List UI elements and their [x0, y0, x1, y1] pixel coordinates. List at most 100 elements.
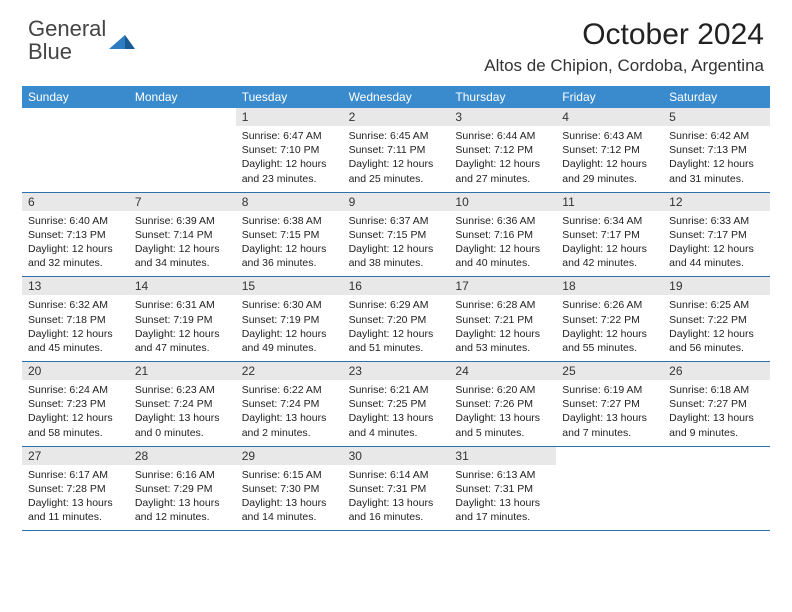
day-number: 27: [22, 447, 129, 465]
weekday-header: Thursday: [449, 86, 556, 108]
title-block: October 2024 Altos de Chipion, Cordoba, …: [484, 18, 764, 76]
page-header: General Blue October 2024 Altos de Chipi…: [0, 0, 792, 76]
day-cell: 29Sunrise: 6:15 AMSunset: 7:30 PMDayligh…: [236, 447, 343, 531]
day-number: 10: [449, 193, 556, 211]
week-row: 20Sunrise: 6:24 AMSunset: 7:23 PMDayligh…: [22, 362, 770, 447]
day-number: 15: [236, 277, 343, 295]
day-details: Sunrise: 6:47 AMSunset: 7:10 PMDaylight:…: [236, 126, 343, 192]
day-cell: 1Sunrise: 6:47 AMSunset: 7:10 PMDaylight…: [236, 108, 343, 192]
day-details: Sunrise: 6:23 AMSunset: 7:24 PMDaylight:…: [129, 380, 236, 446]
day-number: 1: [236, 108, 343, 126]
day-details: Sunrise: 6:24 AMSunset: 7:23 PMDaylight:…: [22, 380, 129, 446]
day-number: [556, 447, 663, 465]
weekday-header-row: SundayMondayTuesdayWednesdayThursdayFrid…: [22, 86, 770, 108]
day-cell: 22Sunrise: 6:22 AMSunset: 7:24 PMDayligh…: [236, 362, 343, 446]
day-details: Sunrise: 6:25 AMSunset: 7:22 PMDaylight:…: [663, 295, 770, 361]
logo-text-general: General: [28, 16, 106, 41]
day-details: Sunrise: 6:16 AMSunset: 7:29 PMDaylight:…: [129, 465, 236, 531]
day-details: Sunrise: 6:31 AMSunset: 7:19 PMDaylight:…: [129, 295, 236, 361]
day-cell: 12Sunrise: 6:33 AMSunset: 7:17 PMDayligh…: [663, 193, 770, 277]
day-cell: 20Sunrise: 6:24 AMSunset: 7:23 PMDayligh…: [22, 362, 129, 446]
location-text: Altos de Chipion, Cordoba, Argentina: [484, 56, 764, 76]
day-details: Sunrise: 6:37 AMSunset: 7:15 PMDaylight:…: [343, 211, 450, 277]
day-cell: 26Sunrise: 6:18 AMSunset: 7:27 PMDayligh…: [663, 362, 770, 446]
day-cell: 24Sunrise: 6:20 AMSunset: 7:26 PMDayligh…: [449, 362, 556, 446]
week-row: 13Sunrise: 6:32 AMSunset: 7:18 PMDayligh…: [22, 277, 770, 362]
day-details: Sunrise: 6:32 AMSunset: 7:18 PMDaylight:…: [22, 295, 129, 361]
day-cell: 13Sunrise: 6:32 AMSunset: 7:18 PMDayligh…: [22, 277, 129, 361]
day-details: Sunrise: 6:20 AMSunset: 7:26 PMDaylight:…: [449, 380, 556, 446]
day-cell: 27Sunrise: 6:17 AMSunset: 7:28 PMDayligh…: [22, 447, 129, 531]
day-cell: 14Sunrise: 6:31 AMSunset: 7:19 PMDayligh…: [129, 277, 236, 361]
weekday-header: Sunday: [22, 86, 129, 108]
day-cell: 18Sunrise: 6:26 AMSunset: 7:22 PMDayligh…: [556, 277, 663, 361]
day-details: Sunrise: 6:38 AMSunset: 7:15 PMDaylight:…: [236, 211, 343, 277]
day-cell: 6Sunrise: 6:40 AMSunset: 7:13 PMDaylight…: [22, 193, 129, 277]
weekday-header: Saturday: [663, 86, 770, 108]
day-number: 24: [449, 362, 556, 380]
day-cell: 16Sunrise: 6:29 AMSunset: 7:20 PMDayligh…: [343, 277, 450, 361]
day-number: 13: [22, 277, 129, 295]
day-cell: [129, 108, 236, 192]
day-number: [129, 108, 236, 126]
day-cell: 17Sunrise: 6:28 AMSunset: 7:21 PMDayligh…: [449, 277, 556, 361]
day-details: Sunrise: 6:42 AMSunset: 7:13 PMDaylight:…: [663, 126, 770, 192]
day-cell: [22, 108, 129, 192]
day-cell: 15Sunrise: 6:30 AMSunset: 7:19 PMDayligh…: [236, 277, 343, 361]
day-details: Sunrise: 6:15 AMSunset: 7:30 PMDaylight:…: [236, 465, 343, 531]
day-cell: 3Sunrise: 6:44 AMSunset: 7:12 PMDaylight…: [449, 108, 556, 192]
day-cell: 25Sunrise: 6:19 AMSunset: 7:27 PMDayligh…: [556, 362, 663, 446]
day-details: Sunrise: 6:14 AMSunset: 7:31 PMDaylight:…: [343, 465, 450, 531]
day-number: 23: [343, 362, 450, 380]
day-cell: 5Sunrise: 6:42 AMSunset: 7:13 PMDaylight…: [663, 108, 770, 192]
day-number: 5: [663, 108, 770, 126]
day-details: Sunrise: 6:18 AMSunset: 7:27 PMDaylight:…: [663, 380, 770, 446]
day-cell: 9Sunrise: 6:37 AMSunset: 7:15 PMDaylight…: [343, 193, 450, 277]
day-details: Sunrise: 6:19 AMSunset: 7:27 PMDaylight:…: [556, 380, 663, 446]
day-number: 22: [236, 362, 343, 380]
day-details: Sunrise: 6:29 AMSunset: 7:20 PMDaylight:…: [343, 295, 450, 361]
day-cell: 31Sunrise: 6:13 AMSunset: 7:31 PMDayligh…: [449, 447, 556, 531]
day-number: 16: [343, 277, 450, 295]
day-number: 6: [22, 193, 129, 211]
day-number: 19: [663, 277, 770, 295]
weekday-header: Tuesday: [236, 86, 343, 108]
day-cell: 19Sunrise: 6:25 AMSunset: 7:22 PMDayligh…: [663, 277, 770, 361]
day-details: Sunrise: 6:33 AMSunset: 7:17 PMDaylight:…: [663, 211, 770, 277]
day-number: 11: [556, 193, 663, 211]
day-number: [663, 447, 770, 465]
day-number: 14: [129, 277, 236, 295]
day-cell: 4Sunrise: 6:43 AMSunset: 7:12 PMDaylight…: [556, 108, 663, 192]
day-cell: [663, 447, 770, 531]
logo: General Blue: [28, 18, 135, 64]
weekday-header: Friday: [556, 86, 663, 108]
day-details: Sunrise: 6:28 AMSunset: 7:21 PMDaylight:…: [449, 295, 556, 361]
day-cell: 8Sunrise: 6:38 AMSunset: 7:15 PMDaylight…: [236, 193, 343, 277]
logo-text-blue: Blue: [28, 39, 72, 64]
day-number: 17: [449, 277, 556, 295]
day-number: 3: [449, 108, 556, 126]
day-cell: 7Sunrise: 6:39 AMSunset: 7:14 PMDaylight…: [129, 193, 236, 277]
day-number: 25: [556, 362, 663, 380]
weekday-header: Wednesday: [343, 86, 450, 108]
day-details: Sunrise: 6:39 AMSunset: 7:14 PMDaylight:…: [129, 211, 236, 277]
day-cell: 30Sunrise: 6:14 AMSunset: 7:31 PMDayligh…: [343, 447, 450, 531]
day-details: Sunrise: 6:40 AMSunset: 7:13 PMDaylight:…: [22, 211, 129, 277]
day-details: Sunrise: 6:26 AMSunset: 7:22 PMDaylight:…: [556, 295, 663, 361]
day-details: Sunrise: 6:17 AMSunset: 7:28 PMDaylight:…: [22, 465, 129, 531]
day-details: Sunrise: 6:44 AMSunset: 7:12 PMDaylight:…: [449, 126, 556, 192]
day-details: Sunrise: 6:36 AMSunset: 7:16 PMDaylight:…: [449, 211, 556, 277]
day-details: Sunrise: 6:43 AMSunset: 7:12 PMDaylight:…: [556, 126, 663, 192]
day-cell: 2Sunrise: 6:45 AMSunset: 7:11 PMDaylight…: [343, 108, 450, 192]
day-number: 12: [663, 193, 770, 211]
day-cell: 10Sunrise: 6:36 AMSunset: 7:16 PMDayligh…: [449, 193, 556, 277]
day-number: 30: [343, 447, 450, 465]
day-cell: [556, 447, 663, 531]
day-number: 4: [556, 108, 663, 126]
day-cell: 23Sunrise: 6:21 AMSunset: 7:25 PMDayligh…: [343, 362, 450, 446]
day-cell: 11Sunrise: 6:34 AMSunset: 7:17 PMDayligh…: [556, 193, 663, 277]
day-number: 18: [556, 277, 663, 295]
day-number: 9: [343, 193, 450, 211]
day-number: 28: [129, 447, 236, 465]
day-details: Sunrise: 6:21 AMSunset: 7:25 PMDaylight:…: [343, 380, 450, 446]
